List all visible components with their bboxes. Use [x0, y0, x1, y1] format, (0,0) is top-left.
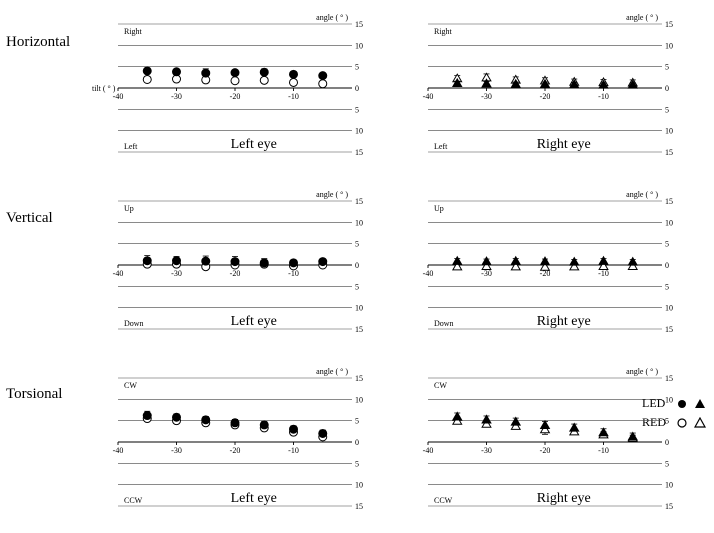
svg-text:-30: -30 [171, 446, 182, 455]
svg-text:-40: -40 [423, 92, 434, 101]
svg-text:-30: -30 [481, 92, 492, 101]
svg-text:10: 10 [355, 41, 363, 50]
svg-text:5: 5 [355, 459, 359, 468]
svg-text:-10: -10 [598, 92, 609, 101]
svg-text:Down: Down [124, 319, 144, 328]
svg-text:5: 5 [665, 63, 669, 72]
svg-text:Right eye: Right eye [537, 137, 591, 152]
svg-text:Up: Up [124, 204, 134, 213]
svg-text:0: 0 [665, 84, 669, 93]
svg-text:15: 15 [665, 502, 673, 511]
svg-text:5: 5 [665, 459, 669, 468]
svg-text:10: 10 [355, 218, 363, 227]
svg-text:15: 15 [665, 197, 673, 206]
svg-text:Up: Up [434, 204, 444, 213]
svg-text:angle ( ° ): angle ( ° ) [626, 13, 658, 22]
svg-text:-20: -20 [540, 92, 551, 101]
svg-text:5: 5 [665, 105, 669, 114]
svg-text:-20: -20 [230, 446, 241, 455]
svg-text:5: 5 [665, 240, 669, 249]
svg-text:-20: -20 [230, 92, 241, 101]
svg-text:15: 15 [665, 20, 673, 29]
svg-text:15: 15 [355, 20, 363, 29]
svg-text:angle ( ° ): angle ( ° ) [626, 190, 658, 199]
row-label-vertical: Vertical [6, 210, 53, 227]
svg-text:5: 5 [355, 282, 359, 291]
svg-text:angle ( ° ): angle ( ° ) [316, 190, 348, 199]
svg-text:tilt ( ° ): tilt ( ° ) [92, 84, 116, 93]
svg-text:-10: -10 [288, 446, 299, 455]
panel-vertical-right: 15105051015-40-30-20-10angle ( ° )UpDown… [400, 185, 680, 345]
svg-text:15: 15 [665, 325, 673, 334]
svg-text:10: 10 [665, 481, 673, 490]
svg-text:-40: -40 [113, 269, 124, 278]
svg-text:CCW: CCW [124, 496, 143, 505]
svg-text:Right eye: Right eye [537, 491, 591, 506]
svg-text:10: 10 [665, 395, 673, 404]
svg-text:15: 15 [665, 148, 673, 157]
svg-text:15: 15 [665, 374, 673, 383]
svg-text:15: 15 [355, 325, 363, 334]
svg-text:10: 10 [665, 41, 673, 50]
panel-torsional-left: 15 10 5 0 5 10 15 -40 -30 -20 -10 angle ( ° ) CW CCW L… [90, 362, 370, 522]
svg-text:10: 10 [355, 395, 363, 404]
svg-text:0: 0 [355, 261, 359, 270]
row-label-torsional: Torsional [6, 386, 62, 403]
panel-vertical-left: 15105051015-40-30-20-10angle ( ° )UpDown… [90, 185, 370, 345]
svg-text:5: 5 [665, 417, 669, 426]
svg-text:-40: -40 [423, 269, 434, 278]
panel-torsional-right: 15 10 5 0 5 10 15 -40 -30 -20 -10 angle ( ° ) CW CCW R… [400, 362, 680, 522]
svg-text:-20: -20 [540, 446, 551, 455]
svg-text:5: 5 [355, 417, 359, 426]
svg-text:-40: -40 [113, 446, 124, 455]
panel-horizontal-right: 15 10 5 0 5 10 15 -40 -30 -20 -10 angle ( ° ) Right L… [400, 8, 680, 168]
svg-text:Right: Right [434, 27, 453, 36]
svg-text:angle ( ° ): angle ( ° ) [316, 367, 348, 376]
svg-text:Right: Right [124, 27, 143, 36]
svg-text:CW: CW [124, 381, 137, 390]
svg-text:15: 15 [355, 148, 363, 157]
svg-text:Left eye: Left eye [231, 491, 277, 506]
svg-text:10: 10 [665, 127, 673, 136]
svg-text:angle ( ° ): angle ( ° ) [626, 367, 658, 376]
svg-text:Right eye: Right eye [537, 314, 591, 329]
svg-text:15: 15 [355, 374, 363, 383]
svg-text:15: 15 [355, 502, 363, 511]
svg-text:5: 5 [355, 63, 359, 72]
svg-text:10: 10 [355, 127, 363, 136]
svg-text:-30: -30 [171, 92, 182, 101]
svg-text:Left eye: Left eye [231, 314, 277, 329]
svg-text:10: 10 [355, 304, 363, 313]
svg-text:-30: -30 [481, 446, 492, 455]
svg-text:0: 0 [665, 438, 669, 447]
svg-text:0: 0 [355, 84, 359, 93]
svg-text:angle ( ° ): angle ( ° ) [316, 13, 348, 22]
svg-text:5: 5 [355, 240, 359, 249]
svg-text:0: 0 [665, 261, 669, 270]
svg-text:-40: -40 [423, 446, 434, 455]
svg-text:0: 0 [355, 438, 359, 447]
svg-text:10: 10 [355, 481, 363, 490]
panel-horizontal-left: 15 10 5 0 5 10 15 -40 -30 -20 -10 angle ( ° ) Right L… [90, 8, 370, 168]
svg-text:10: 10 [665, 218, 673, 227]
svg-text:-30: -30 [481, 269, 492, 278]
row-label-horizontal: Horizontal [6, 34, 70, 51]
svg-text:Left: Left [434, 142, 448, 151]
svg-text:-40: -40 [113, 92, 124, 101]
svg-text:Down: Down [434, 319, 454, 328]
svg-text:-10: -10 [598, 269, 609, 278]
svg-text:-20: -20 [230, 269, 241, 278]
svg-text:15: 15 [355, 197, 363, 206]
svg-text:Left eye: Left eye [231, 137, 277, 152]
svg-text:5: 5 [355, 105, 359, 114]
svg-text:-10: -10 [288, 92, 299, 101]
svg-text:CW: CW [434, 381, 447, 390]
svg-text:5: 5 [665, 282, 669, 291]
svg-text:CCW: CCW [434, 496, 453, 505]
svg-text:-10: -10 [598, 446, 609, 455]
svg-text:Left: Left [124, 142, 138, 151]
svg-text:-30: -30 [171, 269, 182, 278]
svg-text:10: 10 [665, 304, 673, 313]
